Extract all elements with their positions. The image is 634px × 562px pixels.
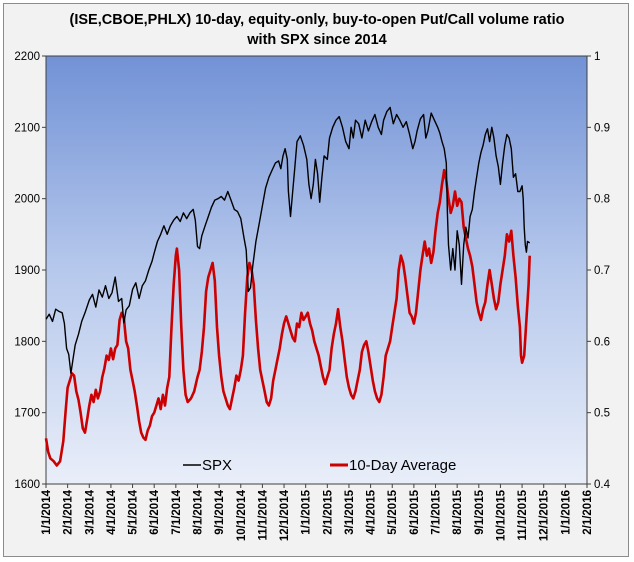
title-line-1: (ISE,CBOE,PHLX) 10-day, equity-only, buy… [69, 12, 565, 28]
x-tick-label: 2/1/2016 [582, 490, 594, 535]
x-tick-label: 12/1/2015 [539, 489, 551, 541]
x-tick-label: 11/1/2015 [517, 489, 529, 540]
left-tick-label: 2200 [14, 51, 40, 63]
x-tick-label: 12/1/2014 [279, 489, 291, 541]
right-tick-label: 0.4 [594, 479, 611, 491]
series-line-spx [45, 106, 531, 375]
x-tick-label: 6/1/2015 [409, 489, 421, 534]
series-line-average [44, 168, 531, 467]
right-tick-label: 0.9 [594, 122, 610, 134]
x-tick-label: 1/1/2016 [560, 490, 572, 535]
right-tick-label: 0.6 [594, 336, 610, 348]
right-y-axis: 0.4 0.5 0.6 0.7 0.8 0.9 1 [587, 51, 611, 491]
x-tick-label: 9/1/2015 [474, 489, 486, 534]
left-tick-label: 2000 [14, 194, 40, 206]
x-tick-label: 3/1/2015 [344, 489, 356, 534]
title-line-2: with SPX since 2014 [247, 32, 387, 48]
legend: SPX 10-Day Average [183, 457, 456, 474]
x-tick-label: 4/1/2015 [366, 489, 378, 534]
x-tick-label: 4/1/2014 [106, 489, 118, 534]
x-tick-label: 1/1/2015 [301, 489, 313, 534]
x-tick-label: 2/1/2014 [63, 489, 75, 534]
left-tick-label: 1900 [14, 265, 40, 277]
x-tick-label: 10/1/2015 [495, 489, 507, 541]
left-tick-label: 1700 [14, 408, 40, 420]
x-tick-label: 1/1/2014 [41, 489, 53, 534]
x-tick-label: 8/1/2014 [192, 489, 204, 534]
legend-label: 10-Day Average [349, 457, 456, 474]
x-tick-label: 9/1/2014 [214, 489, 226, 534]
x-tick-label: 11/1/2014 [257, 489, 269, 540]
x-tick-label: 5/1/2015 [387, 489, 399, 534]
right-tick-label: 0.5 [594, 408, 610, 420]
x-tick-label: 6/1/2014 [149, 489, 161, 534]
legend-label: SPX [202, 457, 232, 474]
x-tick-label: 2/1/2015 [322, 489, 334, 534]
left-tick-label: 2100 [14, 122, 40, 134]
x-tick-label: 8/1/2015 [452, 489, 464, 534]
left-tick-label: 1800 [14, 336, 40, 348]
x-axis: 1/1/2014 2/1/2014 3/1/2014 4/1/2014 5/1/2014… [41, 484, 594, 541]
right-tick-label: 1 [594, 51, 600, 63]
x-tick-label: 5/1/2014 [128, 489, 140, 534]
series-lines [44, 106, 531, 467]
left-y-axis: 1600 1700 1800 1900 2000 2100 2200 [14, 51, 46, 491]
plot-area [45, 55, 588, 485]
chart-title: (ISE,CBOE,PHLX) 10-day, equity-only, buy… [0, 10, 634, 50]
x-tick-label: 3/1/2014 [84, 489, 96, 534]
right-tick-label: 0.7 [594, 265, 610, 277]
right-tick-label: 0.8 [594, 194, 610, 206]
x-tick-label: 7/1/2014 [171, 489, 183, 534]
x-tick-label: 10/1/2014 [236, 489, 248, 541]
x-tick-label: 7/1/2015 [431, 489, 443, 534]
left-tick-label: 1600 [14, 479, 40, 491]
